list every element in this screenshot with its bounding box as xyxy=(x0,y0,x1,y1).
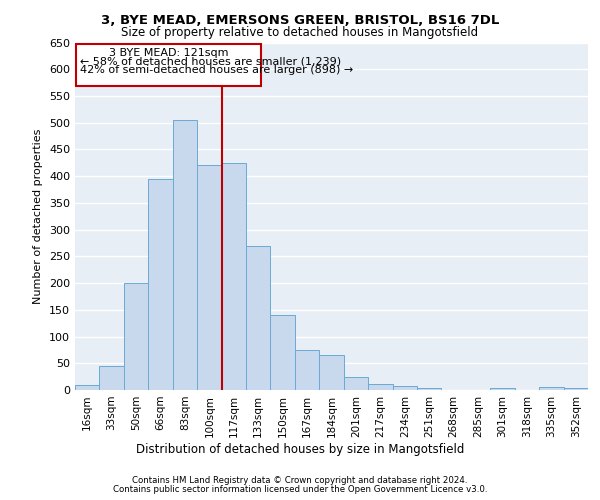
Bar xyxy=(539,388,563,390)
Bar xyxy=(344,376,368,390)
Bar xyxy=(246,246,271,390)
Bar xyxy=(148,179,173,390)
Bar xyxy=(173,120,197,390)
Bar xyxy=(221,163,246,390)
FancyBboxPatch shape xyxy=(76,44,260,86)
Text: 3 BYE MEAD: 121sqm: 3 BYE MEAD: 121sqm xyxy=(109,48,228,58)
Text: Distribution of detached houses by size in Mangotsfield: Distribution of detached houses by size … xyxy=(136,442,464,456)
Text: Size of property relative to detached houses in Mangotsfield: Size of property relative to detached ho… xyxy=(121,26,479,39)
Bar xyxy=(392,386,417,390)
Text: 42% of semi-detached houses are larger (898) →: 42% of semi-detached houses are larger (… xyxy=(80,65,353,75)
Text: Contains HM Land Registry data © Crown copyright and database right 2024.: Contains HM Land Registry data © Crown c… xyxy=(132,476,468,485)
Text: 3, BYE MEAD, EMERSONS GREEN, BRISTOL, BS16 7DL: 3, BYE MEAD, EMERSONS GREEN, BRISTOL, BS… xyxy=(101,14,499,27)
Bar xyxy=(417,388,442,390)
Bar xyxy=(100,366,124,390)
Text: Contains public sector information licensed under the Open Government Licence v3: Contains public sector information licen… xyxy=(113,485,487,494)
Bar xyxy=(319,355,344,390)
Bar xyxy=(124,283,148,390)
Bar xyxy=(75,384,100,390)
Bar xyxy=(295,350,319,390)
Bar xyxy=(368,384,392,390)
Text: ← 58% of detached houses are smaller (1,239): ← 58% of detached houses are smaller (1,… xyxy=(80,56,341,66)
Bar xyxy=(271,315,295,390)
Y-axis label: Number of detached properties: Number of detached properties xyxy=(34,128,43,304)
Bar xyxy=(563,388,588,390)
Bar xyxy=(490,388,515,390)
Bar xyxy=(197,166,221,390)
